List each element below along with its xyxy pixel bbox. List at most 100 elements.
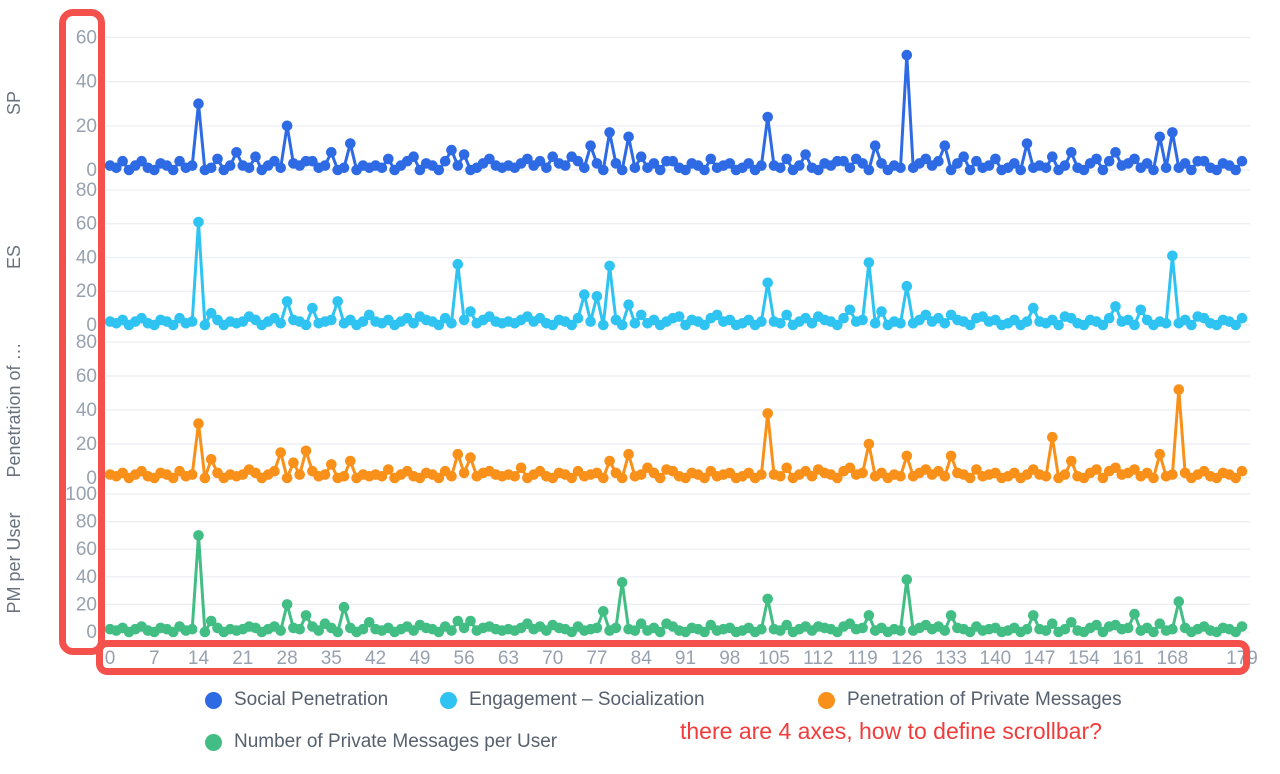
data-point[interactable] <box>566 472 577 484</box>
data-point[interactable] <box>572 155 584 167</box>
data-point[interactable] <box>699 164 710 176</box>
data-point[interactable] <box>1129 153 1140 165</box>
data-point[interactable] <box>1097 164 1109 176</box>
data-point[interactable] <box>895 471 906 482</box>
data-point[interactable] <box>313 625 325 636</box>
data-point[interactable] <box>288 457 299 469</box>
data-point[interactable] <box>598 319 609 331</box>
data-point[interactable] <box>635 618 647 629</box>
data-point[interactable] <box>1110 462 1121 474</box>
data-point[interactable] <box>1021 623 1033 635</box>
data-point[interactable] <box>1091 153 1102 165</box>
data-point[interactable] <box>269 465 280 477</box>
data-point[interactable] <box>724 158 736 169</box>
data-point[interactable] <box>844 462 856 474</box>
data-point[interactable] <box>250 151 261 162</box>
data-point[interactable] <box>813 164 824 176</box>
data-point[interactable] <box>1167 623 1178 635</box>
data-point[interactable] <box>1167 250 1178 262</box>
data-point[interactable] <box>971 464 982 475</box>
data-point[interactable] <box>857 314 868 326</box>
data-point[interactable] <box>199 626 211 638</box>
data-point[interactable] <box>616 577 628 588</box>
data-point[interactable] <box>673 311 685 322</box>
data-point[interactable] <box>604 455 615 467</box>
data-point[interactable] <box>756 160 767 171</box>
data-point[interactable] <box>281 599 293 610</box>
data-point[interactable] <box>964 319 976 331</box>
data-point[interactable] <box>1097 472 1109 484</box>
data-point[interactable] <box>281 120 293 132</box>
data-point[interactable] <box>1230 164 1241 176</box>
data-point[interactable] <box>1015 164 1026 176</box>
data-point[interactable] <box>939 625 951 636</box>
data-point[interactable] <box>762 277 773 289</box>
data-point[interactable] <box>895 318 906 329</box>
data-point[interactable] <box>1091 464 1102 475</box>
data-point[interactable] <box>383 153 394 165</box>
data-point[interactable] <box>648 158 660 169</box>
data-point[interactable] <box>1103 312 1115 324</box>
data-point[interactable] <box>863 257 875 268</box>
data-point[interactable] <box>1236 465 1248 477</box>
data-point[interactable] <box>1154 131 1166 143</box>
data-point[interactable] <box>756 623 767 635</box>
data-point[interactable] <box>167 472 179 484</box>
data-point[interactable] <box>1009 158 1020 169</box>
data-point[interactable] <box>857 467 868 479</box>
data-point[interactable] <box>699 319 710 331</box>
data-point[interactable] <box>901 450 913 462</box>
data-point[interactable] <box>205 162 217 174</box>
data-point[interactable] <box>1021 316 1033 327</box>
data-point[interactable] <box>1040 162 1052 174</box>
data-point[interactable] <box>357 316 369 327</box>
data-point[interactable] <box>945 164 957 176</box>
data-point[interactable] <box>1154 618 1166 629</box>
data-point[interactable] <box>1160 162 1172 174</box>
data-point[interactable] <box>869 140 881 151</box>
data-point[interactable] <box>1186 164 1197 176</box>
data-point[interactable] <box>338 601 350 613</box>
data-point[interactable] <box>433 164 445 176</box>
data-point[interactable] <box>610 622 622 634</box>
data-point[interactable] <box>294 623 306 635</box>
data-point[interactable] <box>1230 319 1241 331</box>
data-point[interactable] <box>699 626 710 638</box>
data-point[interactable] <box>806 471 818 482</box>
data-point[interactable] <box>762 408 773 419</box>
data-point[interactable] <box>515 462 527 474</box>
data-point[interactable] <box>1047 618 1058 629</box>
data-point[interactable] <box>1129 464 1140 475</box>
data-point[interactable] <box>1148 626 1159 638</box>
data-point[interactable] <box>781 309 792 321</box>
data-point[interactable] <box>193 418 204 429</box>
data-point[interactable] <box>452 448 464 460</box>
data-point[interactable] <box>591 622 603 634</box>
data-point[interactable] <box>408 318 419 329</box>
data-point[interactable] <box>193 530 204 541</box>
data-point[interactable] <box>332 626 344 638</box>
data-point[interactable] <box>1078 164 1090 176</box>
data-point[interactable] <box>654 164 666 176</box>
data-point[interactable] <box>446 471 457 482</box>
data-point[interactable] <box>458 622 470 634</box>
data-point[interactable] <box>952 158 963 169</box>
data-point[interactable] <box>522 153 533 165</box>
data-point[interactable] <box>654 472 666 484</box>
data-point[interactable] <box>243 162 255 174</box>
data-point[interactable] <box>484 153 495 165</box>
data-point[interactable] <box>300 319 312 331</box>
data-point[interactable] <box>699 472 710 484</box>
data-point[interactable] <box>281 296 293 307</box>
data-point[interactable] <box>167 319 179 331</box>
data-point[interactable] <box>1021 138 1033 149</box>
data-point[interactable] <box>838 312 849 324</box>
data-point[interactable] <box>205 307 217 319</box>
data-point[interactable] <box>1236 312 1248 324</box>
data-point[interactable] <box>509 471 520 482</box>
data-point[interactable] <box>345 455 356 467</box>
data-point[interactable] <box>572 312 584 324</box>
data-point[interactable] <box>863 610 875 621</box>
data-point[interactable] <box>832 319 843 331</box>
data-point[interactable] <box>376 471 388 482</box>
